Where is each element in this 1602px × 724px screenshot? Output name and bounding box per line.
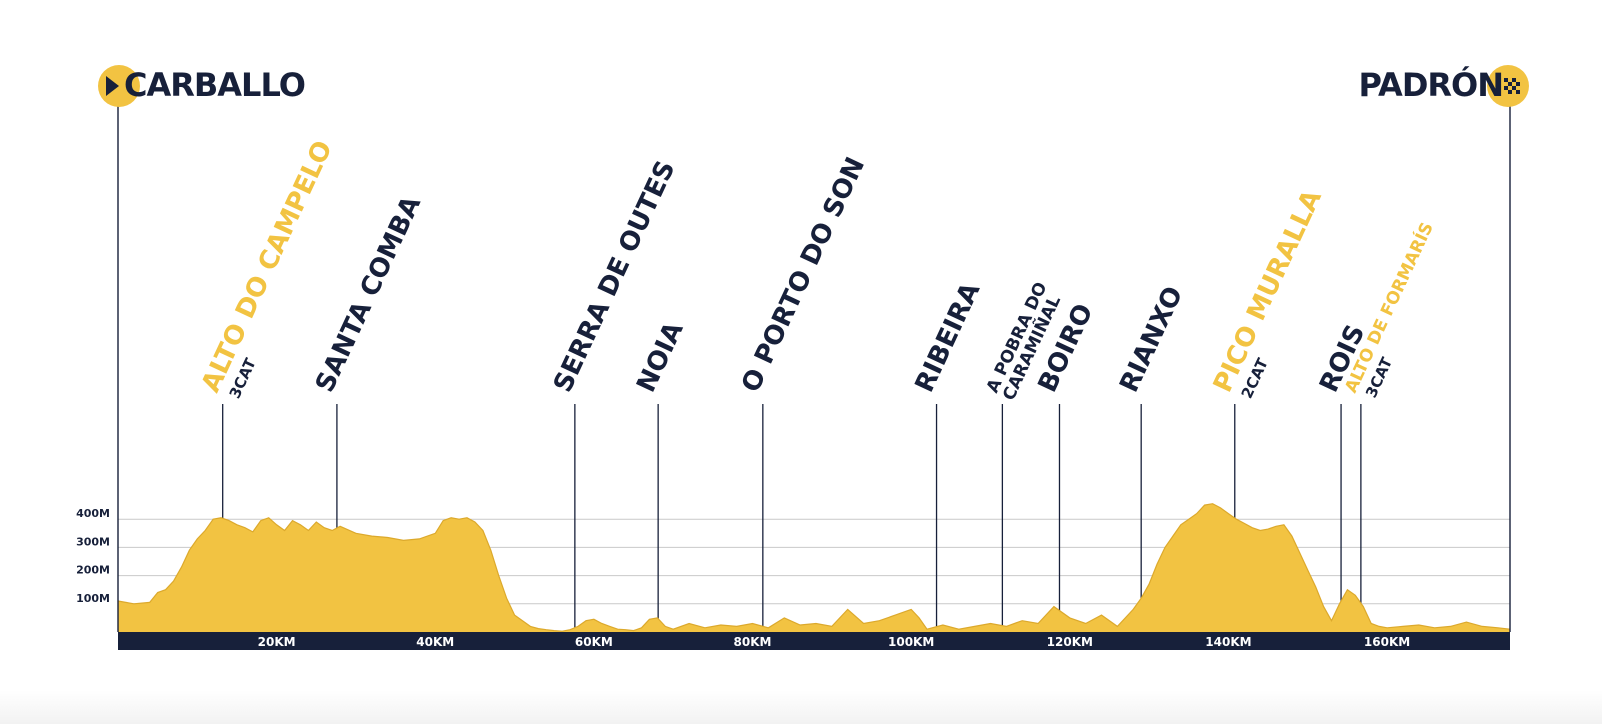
flag-square <box>1504 78 1508 82</box>
flag-square <box>1516 90 1520 94</box>
waypoint-name: RIBEIRA <box>910 278 987 397</box>
x-axis-labels: 20KM 40KM 60KM 80KM 100KM 120KM 140KM 160KM <box>258 635 1411 649</box>
elevation-profile-area <box>118 503 1510 632</box>
waypoint-label: RIBEIRA <box>910 278 987 397</box>
x-tick-label: 100KM <box>888 635 934 649</box>
x-tick-label: 60KM <box>575 635 613 649</box>
waypoint-name: SANTA COMBA <box>310 192 427 397</box>
waypoint-name: ALTO DO CAMPELO <box>196 136 339 397</box>
y-tick-label: 100M <box>76 592 110 605</box>
y-tick-label: 300M <box>76 535 110 548</box>
waypoint-label: O PORTO DO SON <box>736 153 871 397</box>
distance-axis-bar <box>118 632 1510 650</box>
x-tick-label: 140KM <box>1205 635 1251 649</box>
x-tick-label: 160KM <box>1364 635 1410 649</box>
waypoint-label: NOIA <box>631 318 689 397</box>
flag-square <box>1512 78 1516 82</box>
play-icon <box>106 76 119 96</box>
y-tick-label: 400M <box>76 507 110 520</box>
flag-square <box>1508 90 1512 94</box>
waypoint-name: RIANXO <box>1114 282 1189 397</box>
waypoint-label: RIANXO <box>1114 282 1189 397</box>
bottom-fade <box>0 690 1602 724</box>
waypoint-name: O PORTO DO SON <box>736 153 871 397</box>
x-tick-label: 80KM <box>734 635 772 649</box>
finish-marker: PADRÓN <box>1359 65 1529 107</box>
start-marker: CARBALLO <box>98 65 306 107</box>
waypoint-label: SANTA COMBA <box>310 192 427 397</box>
y-axis-labels: 100M 200M 300M 400M <box>76 507 110 605</box>
flag-square <box>1516 82 1520 86</box>
x-tick-label: 40KM <box>416 635 454 649</box>
flag-square <box>1508 82 1512 86</box>
flag-square <box>1504 86 1508 90</box>
start-town-label: CARBALLO <box>124 66 305 104</box>
waypoint-name: NOIA <box>631 318 689 397</box>
finish-town-label: PADRÓN <box>1359 65 1503 104</box>
x-tick-label: 20KM <box>258 635 296 649</box>
elevation-profile-edge <box>117 503 1511 632</box>
y-tick-label: 200M <box>76 564 110 577</box>
flag-square <box>1512 86 1516 90</box>
x-tick-label: 120KM <box>1047 635 1093 649</box>
checkered-flag-icon <box>1504 78 1520 94</box>
